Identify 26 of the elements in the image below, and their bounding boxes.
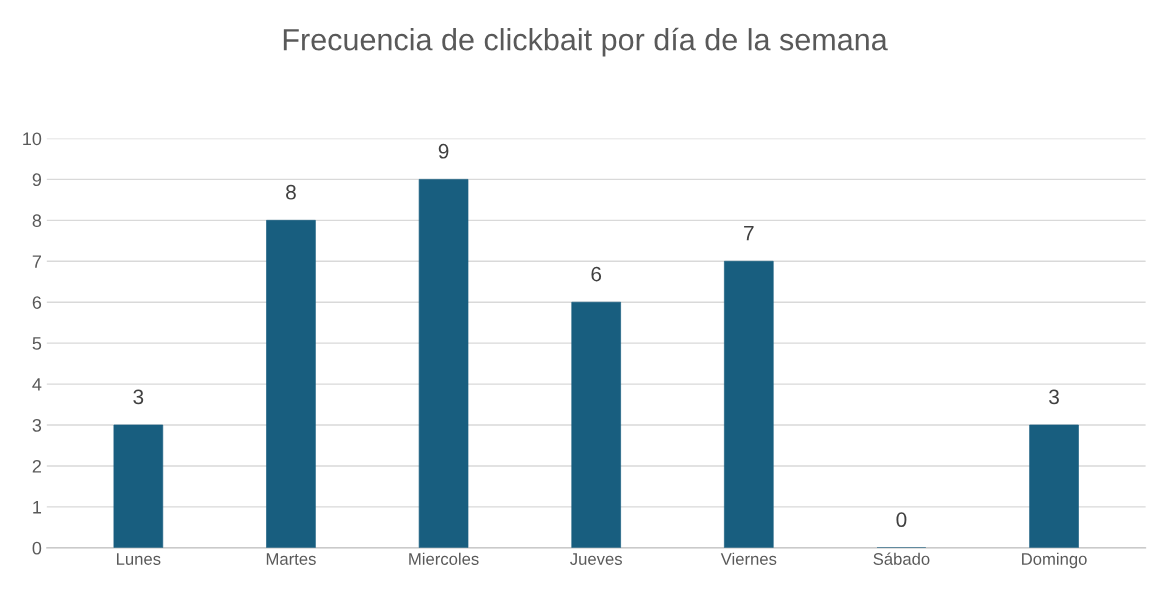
chart-title: Frecuencia de clickbait por día de la semana <box>283 27 888 57</box>
y-tick-label: 5 <box>32 337 42 350</box>
data-label: 0 <box>896 512 907 528</box>
y-tick-label: 8 <box>32 214 42 228</box>
data-label: 3 <box>133 389 144 405</box>
data-label: 9 <box>438 143 449 159</box>
y-tick-label: 0 <box>32 541 42 555</box>
x-tick-label: Lunes <box>117 553 161 565</box>
y-tick-label: 3 <box>32 418 42 432</box>
data-label: 6 <box>591 266 602 282</box>
y-tick-label: 4 <box>32 378 42 391</box>
x-tick-label: Viernes <box>720 552 777 565</box>
y-tick-label: 6 <box>32 296 42 309</box>
x-tick-label: Jueves <box>570 553 622 565</box>
data-label: 7 <box>744 225 754 241</box>
x-tick-label: Miercoles <box>409 552 479 565</box>
y-tick-label: 7 <box>32 255 41 268</box>
y-tick-label: 9 <box>32 173 42 187</box>
x-tick-label: Domingo <box>1022 552 1087 569</box>
y-tick-label: 2 <box>32 459 41 473</box>
x-tick-label: Martes <box>266 553 316 565</box>
data-label: 3 <box>1049 389 1059 405</box>
data-label: 8 <box>286 184 296 200</box>
y-tick-label: 10 <box>23 132 42 146</box>
y-tick-label: 1 <box>33 501 42 514</box>
x-tick-label: Sábado <box>873 552 930 565</box>
